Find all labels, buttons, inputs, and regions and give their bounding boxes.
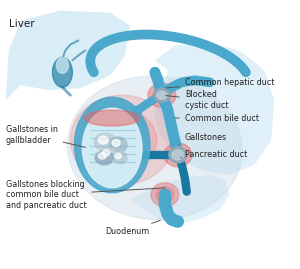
Ellipse shape	[109, 137, 127, 153]
Ellipse shape	[169, 147, 187, 163]
Ellipse shape	[151, 183, 179, 207]
Ellipse shape	[98, 153, 106, 159]
Text: Pancreatic duct: Pancreatic duct	[181, 150, 247, 160]
Ellipse shape	[164, 143, 192, 167]
Ellipse shape	[157, 91, 167, 99]
Ellipse shape	[113, 152, 127, 164]
Text: Gallstones: Gallstones	[179, 133, 227, 145]
Ellipse shape	[52, 57, 72, 87]
Ellipse shape	[95, 151, 113, 165]
Text: Gallstones blocking
common bile duct
and pancreatic duct: Gallstones blocking common bile duct and…	[6, 180, 165, 210]
Ellipse shape	[148, 83, 176, 107]
Polygon shape	[6, 11, 130, 100]
Text: Common bile duct: Common bile duct	[175, 114, 259, 123]
Ellipse shape	[153, 87, 171, 103]
Ellipse shape	[74, 97, 150, 193]
Ellipse shape	[94, 133, 116, 151]
Text: Common hepatic duct: Common hepatic duct	[166, 78, 274, 88]
Ellipse shape	[115, 153, 121, 158]
Text: Liver: Liver	[9, 19, 34, 29]
Ellipse shape	[112, 139, 120, 147]
Ellipse shape	[82, 108, 142, 188]
Ellipse shape	[87, 110, 157, 170]
Text: Duodenum: Duodenum	[105, 220, 160, 236]
Polygon shape	[130, 175, 230, 225]
Text: Gallstones in
gallbladder: Gallstones in gallbladder	[6, 125, 85, 147]
Ellipse shape	[100, 148, 116, 162]
Ellipse shape	[156, 187, 174, 203]
Ellipse shape	[70, 95, 174, 185]
Ellipse shape	[84, 110, 140, 126]
Polygon shape	[155, 43, 274, 175]
Ellipse shape	[68, 76, 242, 220]
Ellipse shape	[154, 88, 170, 102]
Ellipse shape	[98, 136, 108, 144]
Ellipse shape	[103, 150, 110, 156]
Ellipse shape	[172, 150, 184, 160]
Ellipse shape	[56, 57, 68, 73]
Text: Blocked
cystic duct: Blocked cystic duct	[166, 90, 228, 110]
Ellipse shape	[169, 147, 187, 163]
